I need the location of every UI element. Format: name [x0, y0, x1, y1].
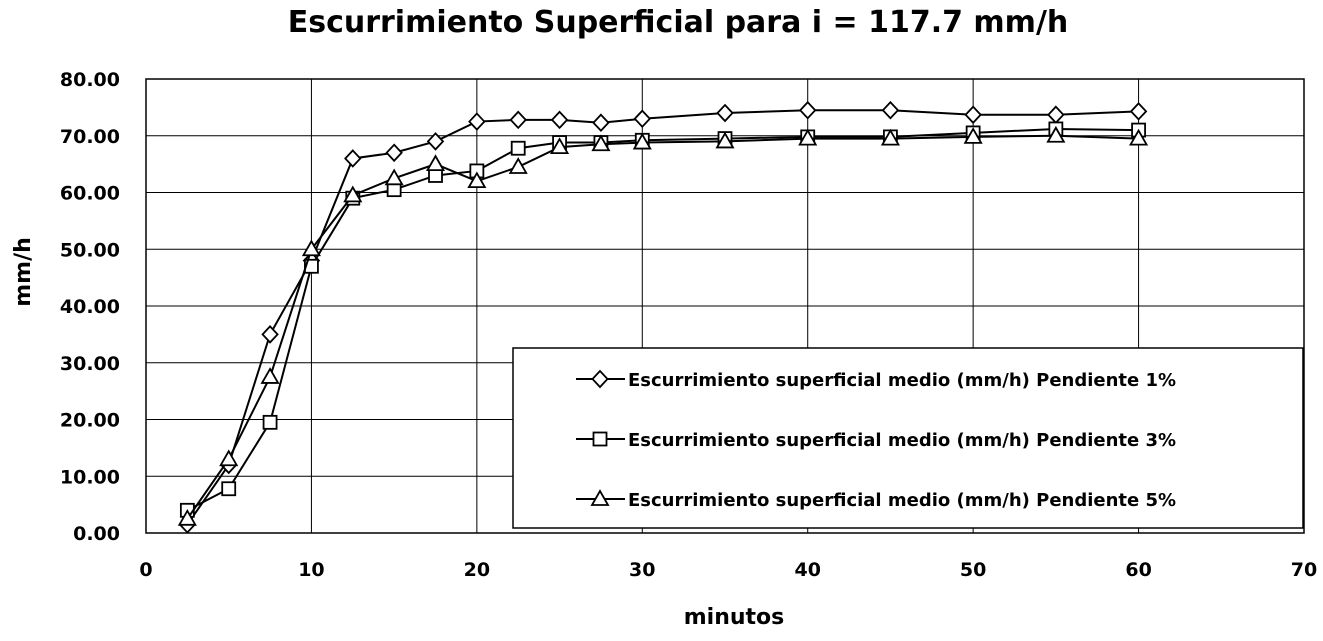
data-point-diamond [550, 110, 569, 130]
data-series [177, 100, 1149, 534]
y-axis-ticks: 0.00 10.00 20.00 30.00 40.00 50.00 60.00 70.00 8… [60, 69, 120, 545]
y-tick-label: 0.00 [73, 523, 120, 545]
legend-label: Escurrimiento superficial medio (mm/h) P… [628, 490, 1176, 511]
data-point-triangle [1129, 128, 1149, 146]
legend-item: Escurrimiento superficial medio (mm/h) P… [576, 489, 1176, 511]
y-tick-label: 40.00 [60, 296, 120, 318]
data-point-triangle [715, 131, 735, 149]
data-point-triangle [880, 128, 900, 146]
data-point-diamond [716, 103, 734, 123]
data-point-square [262, 414, 278, 430]
data-point-triangle [219, 449, 239, 467]
legend-marker-square [592, 431, 608, 447]
data-point-square [221, 481, 237, 497]
y-tick-label: 10.00 [60, 466, 120, 488]
data-point-triangle [1046, 125, 1066, 143]
data-point-triangle [260, 367, 280, 384]
x-axis-ticks: 0 10 20 30 40 50 60 70 [139, 559, 1317, 581]
data-point-diamond [798, 100, 817, 120]
data-point-triangle [591, 134, 611, 152]
y-axis-label: mm/h [11, 237, 36, 307]
data-point-triangle [467, 171, 487, 189]
data-point-diamond [1047, 105, 1065, 125]
y-tick-label: 50.00 [60, 239, 120, 261]
legend-marker-triangle [590, 489, 610, 506]
x-tick-label: 20 [464, 559, 490, 581]
data-point-diamond [468, 112, 486, 131]
legend-label: Escurrimiento superficial medio (mm/h) P… [628, 430, 1176, 451]
chart-title: Escurrimiento Superficial para i = 117.7… [288, 5, 1069, 40]
x-tick-label: 0 [139, 559, 152, 581]
x-tick-label: 10 [298, 559, 324, 581]
legend-box [512, 347, 1304, 529]
x-axis-label: minutos [684, 605, 785, 630]
x-tick-label: 60 [1125, 559, 1151, 581]
y-tick-label: 30.00 [60, 353, 120, 375]
data-point-triangle [508, 157, 528, 174]
data-point-diamond [964, 105, 982, 125]
data-point-triangle [963, 127, 983, 144]
legend-label: Escurrimiento superficial medio (mm/h) P… [628, 370, 1176, 391]
y-tick-label: 20.00 [60, 410, 120, 432]
data-point-diamond [426, 132, 445, 151]
data-point-triangle [550, 137, 570, 155]
legend-items: Escurrimiento superficial medio (mm/h) P… [576, 369, 1176, 511]
data-point-diamond [344, 149, 362, 168]
data-point-triangle [384, 168, 404, 186]
data-point-triangle [343, 185, 363, 203]
series-line [186, 127, 1139, 512]
x-tick-label: 50 [960, 559, 986, 581]
y-tick-label: 70.00 [60, 126, 120, 148]
x-tick-label: 70 [1291, 559, 1317, 581]
data-point-diamond [385, 143, 403, 163]
data-point-diamond [633, 109, 652, 129]
x-tick-label: 30 [629, 559, 655, 581]
legend-marker-diamond [591, 369, 609, 389]
data-point-triangle [425, 154, 446, 172]
series-line [186, 134, 1139, 520]
x-tick-label: 40 [794, 559, 820, 581]
data-point-diamond [592, 113, 610, 133]
data-point-diamond [881, 100, 900, 120]
legend-item: Escurrimiento superficial medio (mm/h) P… [576, 369, 1176, 391]
data-point-diamond [261, 325, 279, 344]
data-point-triangle [798, 128, 818, 146]
plot-area-frame [145, 78, 1305, 534]
data-point-diamond [509, 110, 527, 130]
data-point-diamond [1129, 102, 1148, 121]
data-point-triangle [301, 239, 321, 257]
y-tick-label: 80.00 [60, 69, 120, 91]
data-point-square [510, 140, 526, 156]
data-point-triangle [177, 508, 197, 526]
y-tick-label: 60.00 [60, 183, 120, 205]
series-triangle [177, 125, 1149, 526]
legend-item: Escurrimiento superficial medio (mm/h) P… [576, 430, 1176, 451]
data-point-triangle [632, 132, 652, 150]
legend: Escurrimiento superficial medio (mm/h) P… [512, 347, 1304, 529]
